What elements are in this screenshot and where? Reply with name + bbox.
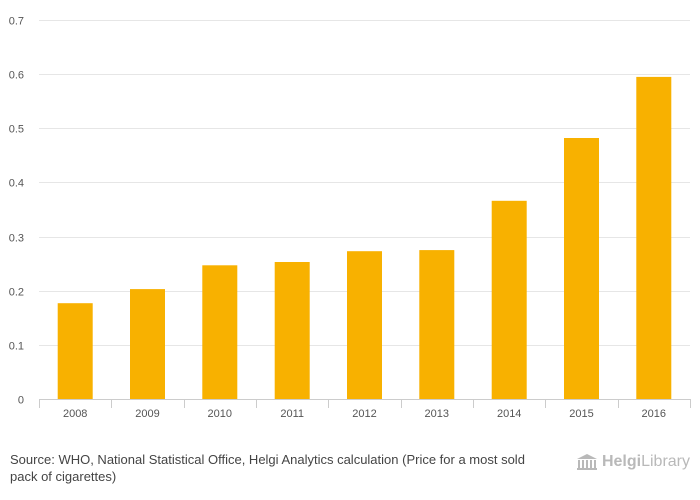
bar-2013[interactable]	[419, 250, 455, 399]
x-tick-label: 2012	[352, 408, 376, 420]
source-label: Source:	[10, 452, 55, 467]
bar-2008[interactable]	[57, 303, 93, 399]
y-tick-label: 0.6	[9, 70, 24, 82]
bar-2010[interactable]	[202, 265, 238, 399]
x-axis	[39, 399, 691, 408]
x-tick-label: 2009	[135, 408, 159, 420]
bar-2014[interactable]	[491, 200, 527, 399]
bar-chart: 00.10.20.30.40.50.60.7 2008 2009 2010 2011 2…	[9, 16, 691, 420]
x-tick-label: 2008	[63, 408, 87, 420]
x-tick-label: 2013	[425, 408, 449, 420]
y-tick-label: 0.7	[9, 16, 24, 28]
x-tick-label: 2011	[280, 408, 304, 420]
logo-text-helgi: Helgi	[601, 453, 642, 470]
y-tick-label: 0.2	[9, 287, 24, 299]
y-tick-label: 0.1	[9, 341, 24, 353]
y-tick-label: 0.3	[9, 233, 24, 245]
bar-2012[interactable]	[347, 251, 382, 399]
y-tick-label: 0.5	[9, 124, 24, 136]
helgi-library-logo[interactable]: Helgi Library	[576, 452, 690, 472]
bar-2015[interactable]	[564, 138, 599, 399]
source-note: Source: WHO, National Statistical Office…	[10, 451, 530, 485]
source-text: WHO, National Statistical Office, Helgi …	[10, 452, 525, 484]
bars	[57, 76, 672, 400]
x-tick-label: 2015	[569, 408, 593, 420]
bar-2009[interactable]	[130, 289, 165, 399]
bar-2011[interactable]	[274, 262, 310, 399]
bar-2016[interactable]	[636, 76, 672, 400]
x-axis-tick-labels: 2008 2009 2010 2011 2012 2013 2014 2015 2016	[63, 408, 666, 420]
y-tick-label: 0.4	[9, 178, 24, 190]
x-tick-label: 2014	[497, 408, 521, 420]
x-tick-label: 2016	[642, 408, 666, 420]
logo-text-library: Library	[641, 453, 690, 470]
x-tick-label: 2010	[208, 408, 232, 420]
helgi-library-building-icon	[576, 454, 597, 470]
y-axis-tick-labels: 0 0.1 0.2 0.3 0.4 0.5 0.6 0.7	[9, 16, 24, 407]
y-tick-label: 0	[18, 395, 24, 407]
